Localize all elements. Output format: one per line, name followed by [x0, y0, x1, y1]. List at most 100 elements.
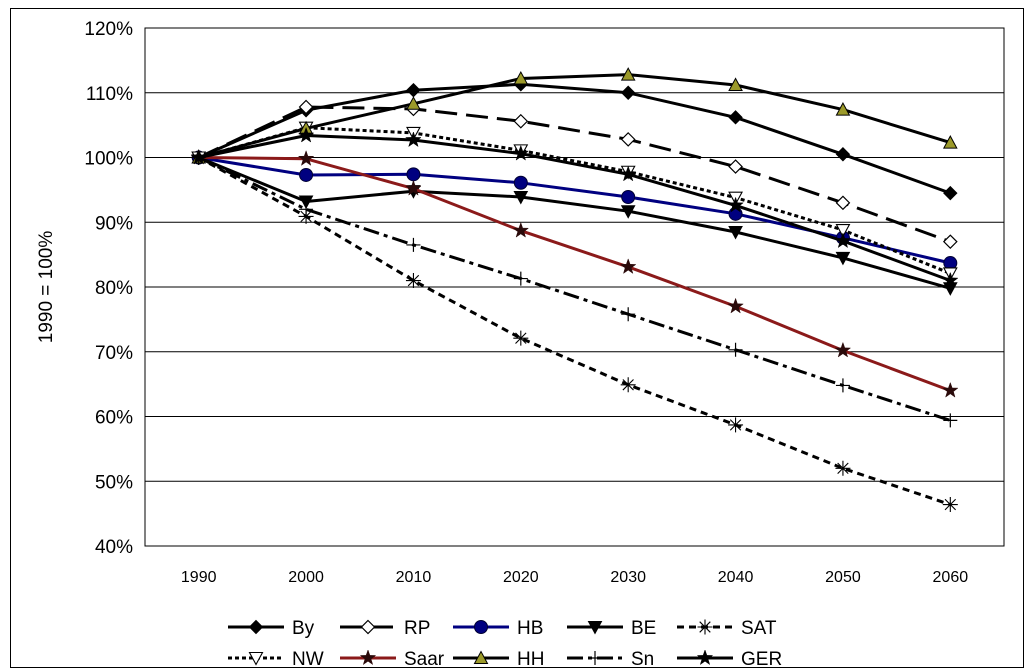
data-point [943, 185, 958, 201]
data-point [835, 147, 851, 162]
data-point [941, 271, 959, 288]
legend-label: Saar [404, 649, 445, 670]
data-point [835, 251, 851, 266]
data-point [405, 179, 422, 196]
x-tick-label: 2050 [825, 569, 861, 586]
data-point [512, 144, 530, 161]
data-point [299, 202, 314, 217]
data-point [513, 330, 529, 346]
legend-label: Sn [631, 649, 654, 670]
legend-item-hh: HH [453, 649, 544, 670]
x-tick-labels: 1990 2000 2010 2020 2030 2040 2050 2060 [181, 569, 968, 586]
legend-item-rp: RP [340, 618, 430, 639]
y-tick-labels: 40% 50% 60% 70% 80% 90% 100% 110% 120% [84, 19, 133, 558]
x-tick-label: 2000 [288, 569, 324, 586]
data-point [942, 497, 958, 513]
data-point [620, 132, 636, 147]
data-point [835, 460, 851, 476]
y-axis-label: 1990 = 100% [36, 231, 57, 344]
legend-label: HB [517, 618, 543, 639]
legend-label: NW [292, 649, 324, 670]
y-tick-label: 70% [95, 343, 133, 364]
y-tick-label: 100% [84, 149, 133, 170]
data-point [835, 223, 851, 238]
legend-marker [587, 621, 603, 635]
legend-marker [248, 619, 264, 635]
legend-marker [248, 651, 264, 666]
y-tick-label: 60% [95, 408, 133, 429]
data-point [406, 96, 421, 110]
y-tick-label: 50% [95, 472, 133, 493]
data-point [297, 126, 315, 143]
legend-item-ger: GER [677, 649, 782, 670]
data-point [728, 417, 744, 433]
data-point [941, 381, 959, 398]
series-line [198, 105, 951, 244]
legend-label: SAT [741, 618, 777, 639]
data-point [298, 99, 314, 115]
x-tick-label: 1990 [181, 569, 217, 586]
data-point [406, 237, 421, 252]
data-point [621, 307, 636, 322]
legend-marker [588, 651, 602, 665]
data-point [620, 67, 636, 81]
legend-item-nw: NW [228, 649, 324, 670]
legend-marker [474, 620, 488, 634]
legend-marker [360, 619, 376, 635]
legend-item-sat: SAT [677, 618, 777, 639]
data-point [835, 195, 851, 211]
legend-item-be: BE [567, 618, 656, 639]
legend-marker [697, 619, 713, 635]
data-point [728, 225, 743, 240]
x-tick-label: 2030 [610, 569, 646, 586]
data-point [835, 102, 851, 116]
legend-item-by: By [228, 618, 315, 639]
legend-marker [359, 649, 377, 666]
data-point [299, 167, 314, 182]
data-point [298, 208, 314, 224]
data-point [190, 148, 208, 165]
legend-label: BE [631, 618, 656, 639]
data-point [943, 413, 958, 428]
y-tick-label: 40% [95, 537, 133, 558]
data-point [513, 175, 528, 190]
y-tick-label: 90% [95, 213, 133, 234]
data-point [406, 167, 421, 182]
legend-item-sn: Sn [567, 649, 654, 670]
data-point [728, 77, 743, 91]
data-point [728, 206, 743, 221]
y-tick-label: 110% [86, 84, 133, 105]
legend-marker [696, 649, 714, 666]
data-point [728, 110, 743, 125]
legend: By RP HB BE SAT NW Saar HH Sn GER [228, 618, 782, 670]
data-point [835, 378, 850, 393]
data-point [942, 135, 958, 149]
x-tick-label: 2060 [933, 569, 969, 586]
data-point [619, 165, 637, 182]
data-point [513, 70, 529, 85]
series-line [198, 134, 951, 282]
data-point [620, 85, 636, 100]
data-point [513, 113, 529, 129]
series-group [190, 67, 959, 513]
x-tick-label: 2010 [396, 569, 432, 586]
y-tick-label: 80% [95, 278, 133, 299]
legend-marker [473, 650, 489, 664]
legend-item-saar: Saar [340, 649, 445, 670]
legend-label: GER [741, 649, 782, 670]
series-line [198, 156, 951, 290]
legend-label: RP [404, 618, 430, 639]
gridlines [145, 27, 1004, 547]
data-point [620, 377, 636, 393]
legend-label: HH [517, 649, 544, 670]
data-point [405, 273, 421, 289]
data-point [298, 195, 314, 210]
series-line [198, 156, 951, 422]
data-point [728, 342, 743, 357]
data-point [834, 341, 852, 358]
data-point [513, 190, 529, 205]
y-tick-label: 120% [84, 19, 133, 40]
data-point [727, 297, 744, 314]
data-point [942, 234, 958, 250]
data-point [512, 221, 530, 238]
